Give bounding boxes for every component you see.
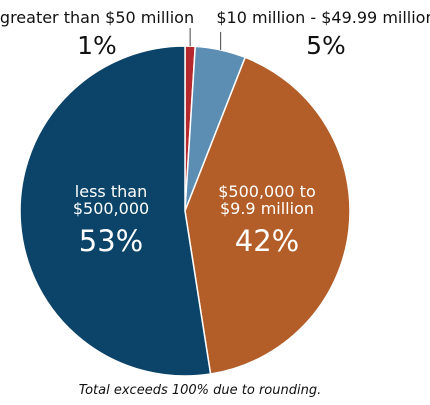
slice-title: $10 million - $49.99 million	[216, 8, 430, 27]
chart-note: Total exceeds 100% due to rounding.	[78, 383, 322, 398]
pie-slice-42pct	[184, 56, 351, 375]
slice-title: $500,000	[73, 199, 149, 218]
slice-percent: 5%	[306, 31, 346, 60]
slice-percent: 53%	[79, 224, 143, 258]
pie-slice-53pct	[19, 45, 212, 377]
slice-percent: 1%	[77, 31, 117, 60]
slice-title: greater than $50 million	[0, 8, 194, 27]
slice-title: $500,000 to	[218, 182, 316, 201]
slice-title: less than	[75, 182, 147, 201]
pie-labels: greater than $50 million 1% $10 million - …	[0, 8, 430, 258]
pie-slices	[19, 45, 351, 377]
slice-percent: 42%	[235, 224, 299, 258]
slice-title: $9.9 million	[220, 199, 314, 218]
